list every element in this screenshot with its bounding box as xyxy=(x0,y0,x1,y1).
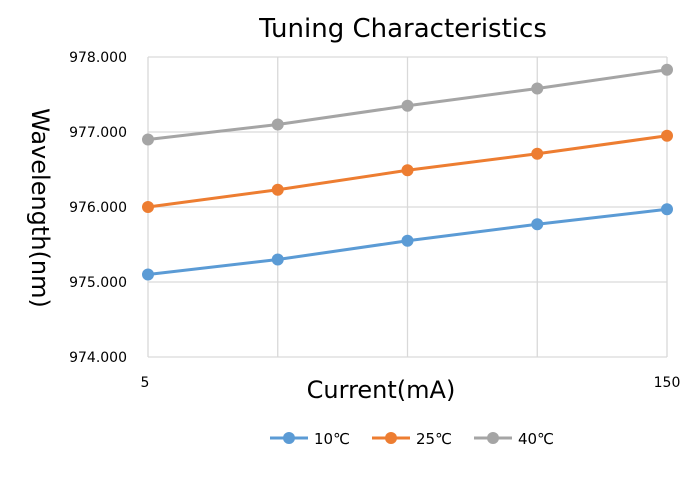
y-tick-label: 976.000 xyxy=(69,200,127,216)
data-point xyxy=(401,99,414,112)
series-1 xyxy=(142,203,673,281)
x-tick-label: 150 xyxy=(654,375,681,391)
tick-labels: 974.000 975.000 976.000 977.000 978.000 5 150 xyxy=(69,50,680,391)
data-point xyxy=(271,253,284,266)
data-point xyxy=(271,183,284,196)
series-layer xyxy=(142,63,673,281)
x-tick-label: 5 xyxy=(141,375,150,391)
y-tick-label: 974.000 xyxy=(69,350,127,366)
legend-swatch-marker xyxy=(283,432,295,444)
legend-label: 25℃ xyxy=(416,430,452,448)
series-3 xyxy=(142,63,673,146)
legend-item: 25℃ xyxy=(372,430,452,448)
legend: 10℃ 25℃ 40℃ xyxy=(270,430,554,448)
data-point xyxy=(142,133,154,146)
data-point xyxy=(142,268,154,281)
data-point xyxy=(661,203,673,216)
data-point xyxy=(271,118,284,131)
legend-item: 40℃ xyxy=(474,430,554,448)
y-tick-label: 975.000 xyxy=(69,275,127,291)
legend-swatch-marker xyxy=(385,432,397,444)
y-tick-label: 978.000 xyxy=(69,50,127,66)
data-point xyxy=(531,218,544,231)
x-axis-title: Current(mA) xyxy=(307,376,456,404)
legend-swatch-marker xyxy=(487,432,499,444)
legend-label: 10℃ xyxy=(314,430,350,448)
legend-label: 40℃ xyxy=(518,430,554,448)
data-point xyxy=(401,164,414,177)
chart-title: Tuning Characteristics xyxy=(258,14,547,44)
legend-item: 10℃ xyxy=(270,430,350,448)
data-point xyxy=(531,82,544,95)
series-2 xyxy=(142,129,673,213)
data-point xyxy=(661,63,673,76)
data-point xyxy=(401,234,414,247)
data-point xyxy=(531,147,544,160)
y-axis-title: Wavelength(nm) xyxy=(26,108,54,308)
data-point xyxy=(142,201,154,213)
y-tick-label: 977.000 xyxy=(69,125,127,141)
data-point xyxy=(661,129,673,142)
